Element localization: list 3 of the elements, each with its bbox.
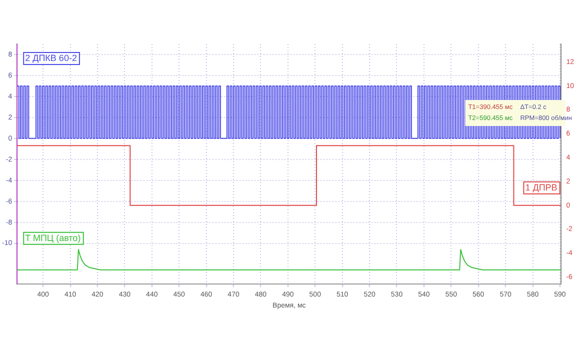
text: 2 ДПКВ 60-2	[25, 52, 77, 63]
series-label: T МПЦ (авто)	[25, 232, 81, 243]
series-label: 1 ДПРВ	[525, 182, 558, 192]
